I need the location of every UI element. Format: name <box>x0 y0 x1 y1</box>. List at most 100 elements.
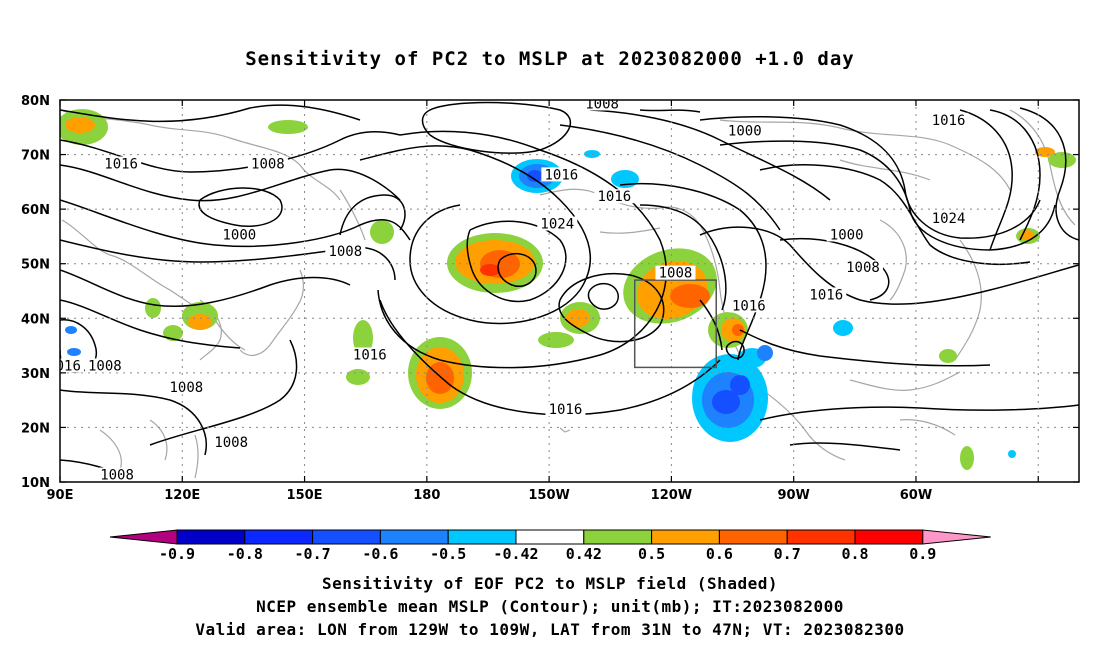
sensitivity-patch <box>188 314 212 330</box>
contour-label: 1016 <box>809 287 843 303</box>
lat-tick-label: 80N <box>21 94 50 109</box>
lon-tick-label: 150E <box>287 488 323 503</box>
mslp-contour <box>619 182 767 361</box>
contour-label-bg <box>537 216 578 231</box>
contour-label-bg <box>101 156 142 171</box>
mslp-contour <box>739 329 991 367</box>
colorbar-segment <box>244 529 314 545</box>
graticule <box>60 100 1079 482</box>
contour-label-bg <box>842 260 883 275</box>
contour-label: 1016 <box>597 189 631 205</box>
contour-label: 1008 <box>251 156 285 172</box>
sensitivity-patch <box>584 150 600 158</box>
caption-contour: NCEP ensemble mean MSLP (Contour); unit(… <box>256 597 844 616</box>
caption-shaded: Sensitivity of EOF PC2 to MSLP field (Sh… <box>322 574 778 593</box>
contour-label-bg <box>247 156 288 171</box>
latitude-labels: 80N 70N 60N 50N 40N 30N 20N 10N <box>21 94 50 491</box>
longitude-labels: 90E 120E 150E 180 150W 120W 90W 60W <box>47 488 933 503</box>
contour-label-bg <box>928 112 969 127</box>
colorbar-segment <box>312 529 381 545</box>
sensitivity-patch <box>480 264 500 276</box>
mslp-contour <box>699 299 723 351</box>
contour-label: 1016 <box>104 156 138 172</box>
mslp-contour <box>60 269 351 308</box>
mslp-contour <box>719 140 1056 251</box>
contour-label: 1016 <box>549 402 583 418</box>
contour-label-bg <box>211 434 252 449</box>
colorbar-label: 0.7 <box>774 545 801 563</box>
colorbar-label: -0.6 <box>362 545 398 563</box>
sensitivity-patch <box>833 320 853 336</box>
colorbar-segment <box>176 529 246 545</box>
mslp-contour <box>759 164 1031 266</box>
contour-label: 1008 <box>328 244 362 260</box>
contour-label-bg <box>325 243 366 258</box>
mslp-contour <box>559 124 781 231</box>
colorbar-label: -0.9 <box>159 545 195 563</box>
lat-tick-label: 60N <box>21 203 50 218</box>
map-frame <box>59 99 1080 483</box>
contour-label-bg <box>541 167 582 182</box>
lat-tick-label: 30N <box>21 367 50 382</box>
lon-tick-label: 180 <box>413 488 440 503</box>
lat-tick-label: 20N <box>21 421 50 436</box>
sensitivity-patch <box>732 324 744 336</box>
contour-label-bg <box>826 227 867 242</box>
colorbar-label: 0.8 <box>841 545 868 563</box>
contour-label: 1016 <box>732 298 766 314</box>
colorbar-segment <box>583 529 653 545</box>
mslp-contour <box>699 115 1041 239</box>
contour-label: 1016 <box>353 347 387 363</box>
mslp-contour <box>198 187 283 227</box>
colorbar-segment <box>854 529 924 545</box>
lat-tick-label: 70N <box>21 149 50 164</box>
sensitivity-shading-layer <box>60 109 1076 470</box>
lon-tick-label: 90W <box>777 488 809 503</box>
contour-label: 1008 <box>585 96 619 112</box>
mslp-contour <box>60 104 361 123</box>
lat-tick-label: 50N <box>21 258 50 273</box>
contour-label-bg <box>219 227 260 242</box>
contour-label-bg <box>594 189 635 204</box>
lon-tick-label: 120W <box>651 488 692 503</box>
mslp-contour <box>959 109 1013 251</box>
mslp-contour <box>359 145 592 325</box>
mslp-contour <box>699 226 1079 305</box>
lon-tick-label: 90E <box>47 488 74 503</box>
valid-area-rect <box>633 279 717 369</box>
mslp-contour <box>339 194 406 236</box>
colorbar-label: -0.7 <box>295 545 331 563</box>
contour-label-bg <box>84 358 125 373</box>
contour-label: 1008 <box>169 380 203 396</box>
colorbar-label: -0.8 <box>227 545 263 563</box>
contour-label-bg <box>349 347 390 362</box>
contour-label-bg <box>724 123 765 138</box>
mslp-contour <box>497 253 537 287</box>
sensitivity-patch <box>268 120 308 134</box>
colorbar-segment <box>447 529 517 545</box>
contour-label-bg <box>166 380 207 395</box>
colorbar-arrow-high <box>922 529 991 545</box>
caption-valid-area: Valid area: LON from 129W to 109W, LAT f… <box>195 620 905 639</box>
sensitivity-patch <box>527 170 543 182</box>
contour-label-bg <box>806 287 847 302</box>
colorbar-label: 0.42 <box>566 545 602 563</box>
mslp-contour <box>60 164 401 202</box>
mslp-contour <box>60 239 396 281</box>
mslp-contour <box>466 220 567 303</box>
colorbar-label: 0.6 <box>706 545 733 563</box>
contour-label: 1008 <box>100 468 134 484</box>
sensitivity-patch <box>353 320 373 356</box>
mslp-contour <box>639 204 727 311</box>
contour-label: 1024 <box>932 211 966 227</box>
sensitivity-patch <box>1048 152 1076 168</box>
colorbar-arrow-low <box>109 529 178 545</box>
contour-label-bg <box>60 358 85 373</box>
colorbar-label: 0.9 <box>909 545 936 563</box>
mslp-contour <box>60 299 241 349</box>
contour-label: 1024 <box>540 217 574 233</box>
mslp-contour <box>639 109 701 113</box>
contour-label: 1008 <box>214 435 248 451</box>
